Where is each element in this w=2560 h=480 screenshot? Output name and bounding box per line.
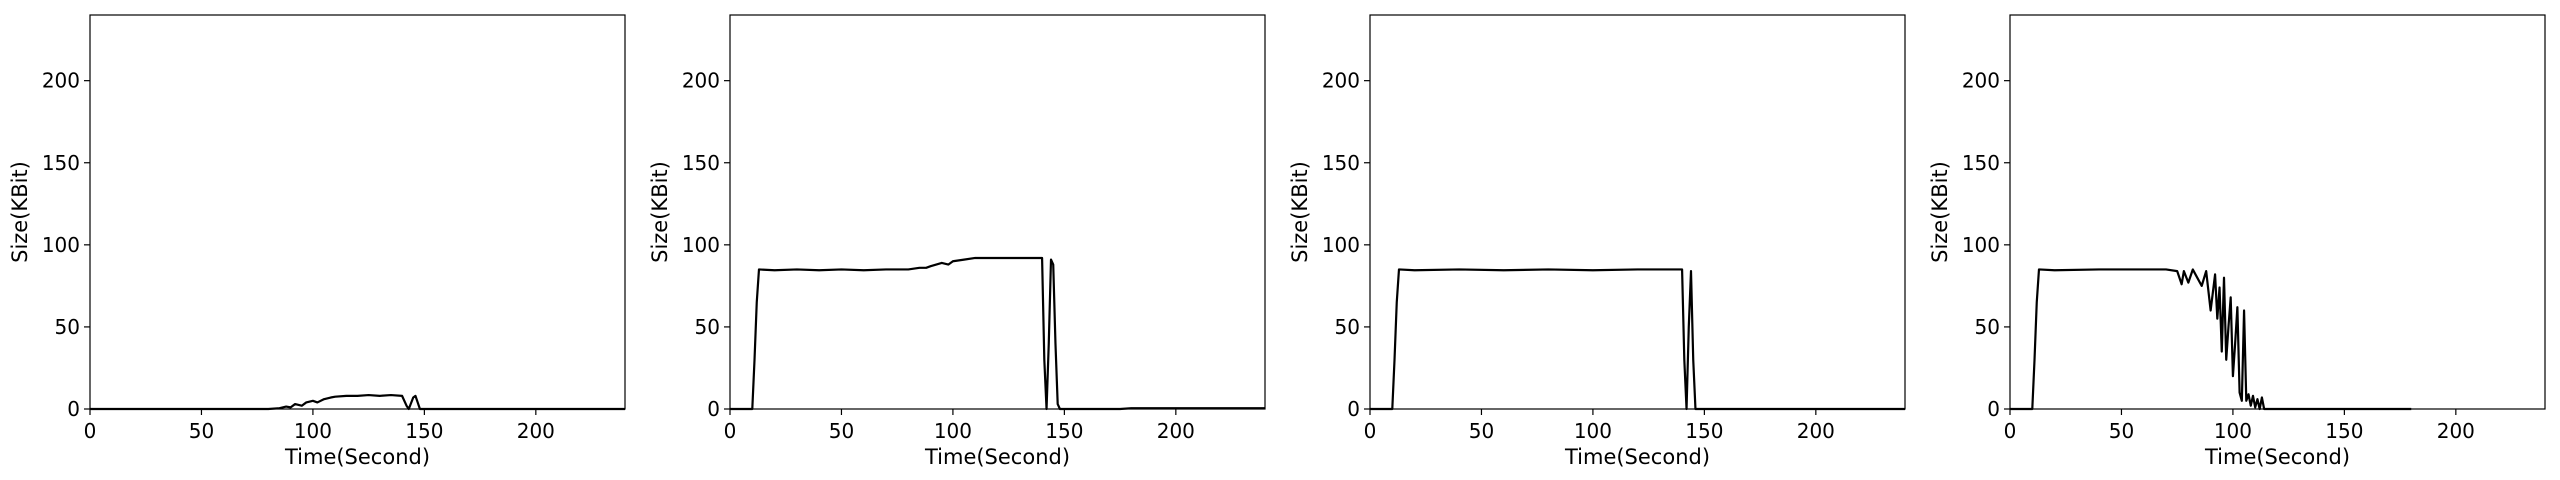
y-tick-label: 50	[1975, 315, 2000, 339]
y-axis-label: Size(KBit)	[648, 161, 672, 263]
x-tick-label: 50	[1469, 419, 1494, 443]
y-tick-label: 0	[707, 397, 720, 421]
y-tick-label: 150	[1322, 151, 1360, 175]
x-tick-label: 0	[1364, 419, 1377, 443]
y-tick-label: 150	[42, 151, 80, 175]
y-tick-label: 0	[1347, 397, 1360, 421]
x-tick-label: 0	[724, 419, 737, 443]
x-tick-label: 200	[2437, 419, 2475, 443]
x-tick-label: 50	[2109, 419, 2134, 443]
x-tick-label: 150	[405, 419, 443, 443]
y-axis-label: Size(KBit)	[1288, 161, 1312, 263]
series-line-1	[1370, 268, 1905, 411]
y-tick-label: 0	[67, 397, 80, 421]
x-axis-label: Time(Second)	[1564, 445, 1710, 469]
y-tick-label: 0	[1987, 397, 2000, 421]
x-tick-label: 150	[1045, 419, 1083, 443]
x-tick-label: 150	[1685, 419, 1723, 443]
y-axis-label: Size(KBit)	[1928, 161, 1952, 263]
x-tick-label: 50	[829, 419, 854, 443]
chart-panel-4: 0 50 100 150 200 0 50 100 150 200 Time(Second) Size…	[1928, 14, 2546, 469]
y-tick-label: 100	[682, 233, 720, 257]
x-tick-label: 0	[2004, 419, 2017, 443]
y-axis-label: Size(KBit)	[8, 161, 32, 263]
x-tick-label: 200	[1157, 419, 1195, 443]
x-tick-label: 150	[2325, 419, 2363, 443]
y-tick-label: 200	[42, 69, 80, 93]
series-line-1	[730, 256, 1265, 411]
y-tick-label: 100	[1322, 233, 1360, 257]
x-tick-label: 100	[294, 419, 332, 443]
chart-panel-3: 0 50 100 150 200 0 50 100 150 200 Time(Second) Size…	[1288, 14, 1906, 469]
y-tick-label: 50	[55, 315, 80, 339]
plot-frame	[89, 14, 626, 410]
x-axis-label: Time(Second)	[924, 445, 1070, 469]
x-tick-label: 50	[189, 419, 214, 443]
x-tick-label: 100	[1574, 419, 1612, 443]
y-tick-label: 50	[695, 315, 720, 339]
y-tick-label: 100	[1962, 233, 2000, 257]
x-axis-label: Time(Second)	[284, 445, 430, 469]
series-line-1	[90, 393, 625, 411]
y-tick-label: 100	[42, 233, 80, 257]
plot-frame	[2009, 14, 2546, 410]
series-line-1	[2010, 268, 2412, 411]
x-tick-label: 100	[2214, 419, 2252, 443]
chart-panel-1: 0 50 100 150 200 0 50 100 150 200 Time(Second) Size…	[8, 14, 626, 469]
x-tick-label: 200	[1797, 419, 1835, 443]
y-tick-label: 150	[682, 151, 720, 175]
y-tick-label: 200	[1322, 69, 1360, 93]
x-tick-label: 0	[84, 419, 97, 443]
x-tick-label: 100	[934, 419, 972, 443]
plot-frame	[729, 14, 1266, 410]
x-tick-label: 200	[517, 419, 555, 443]
y-tick-label: 200	[682, 69, 720, 93]
y-tick-label: 50	[1335, 315, 1360, 339]
x-axis-label: Time(Second)	[2204, 445, 2350, 469]
y-tick-label: 200	[1962, 69, 2000, 93]
y-tick-label: 150	[1962, 151, 2000, 175]
plot-frame	[1369, 14, 1906, 410]
chart-panel-2: 0 50 100 150 200 0 50 100 150 200 Time(Second) Size…	[648, 14, 1266, 469]
